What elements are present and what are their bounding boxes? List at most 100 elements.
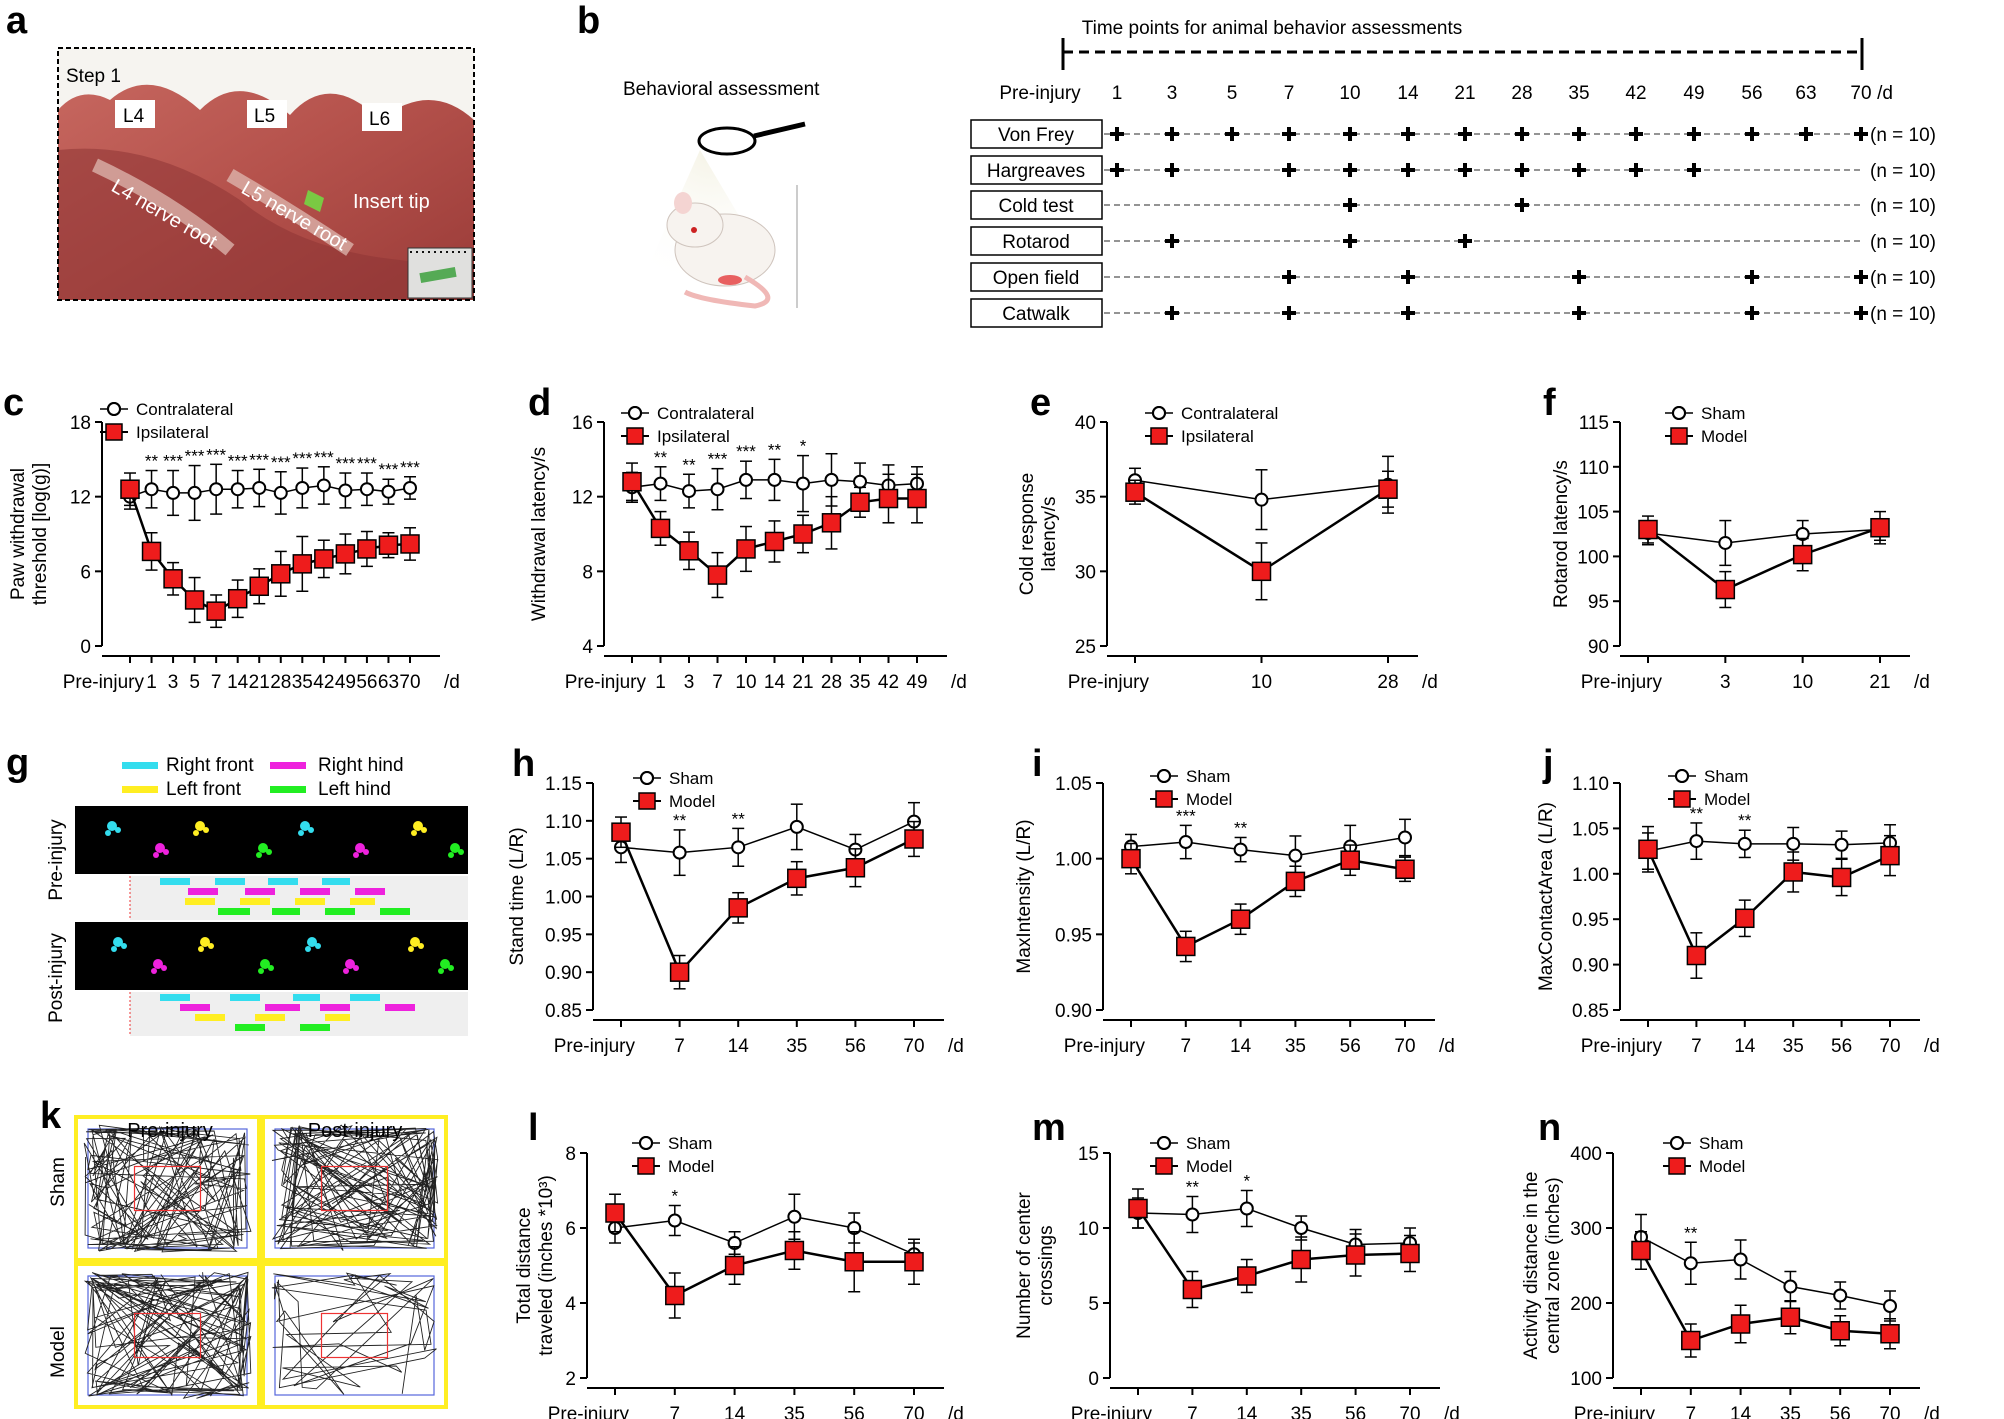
x-tick-label: 7	[211, 672, 222, 693]
openfield-col-label-post: Post-injury	[308, 1120, 402, 1142]
vertebra-label-l5: L5	[254, 106, 275, 127]
data-point-square	[1125, 482, 1145, 502]
legend-label-model: Model	[1186, 790, 1232, 809]
significance-stars: **	[145, 452, 159, 471]
x-tick-label: 7	[674, 1036, 685, 1057]
l5-box	[247, 100, 287, 128]
data-point-square	[878, 488, 899, 509]
significance-stars: **	[1684, 1223, 1698, 1242]
test-name: Von Frey	[998, 125, 1075, 146]
chart-h: h 0.85 0.90 0.95 1.00 1.05 1.10 1.15 Pre-injury 7…	[507, 743, 964, 1057]
significance-stars: **	[1234, 818, 1248, 837]
test-box	[970, 190, 1103, 220]
data-point-circle	[1834, 837, 1849, 852]
x-tick-label: 21	[792, 672, 813, 693]
legend-label-model: Ipsilateral	[1181, 427, 1254, 446]
paw-print	[113, 937, 123, 947]
test-mark-plus	[1629, 127, 1643, 141]
test-mark-plus	[1629, 163, 1643, 177]
data-point-square	[1730, 1314, 1751, 1334]
paw-print	[111, 946, 117, 952]
paw-print	[363, 849, 369, 855]
test-mark-plus	[1572, 163, 1586, 177]
data-point-circle	[359, 482, 374, 497]
chart-i: i 0.90 0.95 1.00 1.05 Pre-injury 7 14 35 56 70/d Ma…	[1014, 743, 1455, 1057]
data-point-circle	[1689, 834, 1704, 849]
significance-stars: ***	[271, 453, 291, 472]
data-point-square	[1121, 848, 1141, 869]
paw-print	[121, 943, 127, 949]
paw-print	[153, 959, 163, 969]
vertebra-label-l6: L6	[369, 109, 390, 130]
data-point-square	[611, 822, 631, 842]
paw-print	[315, 943, 321, 949]
behavior-label: Behavioral assessment	[623, 79, 820, 100]
data-point-circle	[1737, 836, 1752, 851]
panel-letter-d: d	[528, 382, 551, 424]
x-unit-label: /d	[444, 672, 460, 693]
x-tick-label: 1	[146, 672, 157, 693]
legend-marker-control-top	[1672, 406, 1686, 420]
legend-label-control: Contralateral	[657, 404, 754, 423]
y-tick-label: 0.85	[1572, 1001, 1609, 1022]
paw-print	[266, 849, 272, 855]
y-tick-label: 1.10	[545, 812, 582, 833]
paw-print	[195, 821, 205, 831]
y-tick-label: 1.10	[1572, 774, 1609, 795]
legend-marker-model	[105, 423, 123, 441]
x-tick-label: 35	[849, 672, 870, 693]
test-mark-plus	[1343, 198, 1357, 212]
data-point-square	[1686, 945, 1707, 966]
test-mark-plus	[1515, 198, 1529, 212]
x-tick-label: 14	[1230, 1036, 1252, 1057]
panel-letter-c: c	[3, 382, 24, 424]
legend-label-control: Contralateral	[1181, 404, 1278, 423]
y-tick-label: 8	[582, 562, 593, 583]
data-point-circle	[1398, 830, 1412, 845]
x-tick-label: 56	[1340, 1036, 1361, 1057]
gait-bar	[350, 994, 380, 1001]
data-point-circle	[252, 480, 267, 495]
paw-print	[256, 852, 262, 858]
x-tick-label: Pre-injury	[1574, 1404, 1656, 1419]
paw-print	[300, 821, 310, 831]
l4-root-shape	[92, 158, 235, 256]
y-axis-label: Rotarod latency/s	[1551, 460, 1572, 608]
gait-bar	[355, 888, 385, 895]
data-point-square	[669, 962, 690, 982]
panel-g: g Right front Right hind Left front Left…	[6, 742, 468, 1036]
series-line	[1647, 526, 1881, 592]
gait-bar	[265, 1004, 300, 1011]
data-point-square	[845, 857, 866, 878]
test-mark-plus	[1401, 163, 1415, 177]
data-point-square	[1400, 1243, 1420, 1264]
openfield-center-zone	[320, 1165, 389, 1212]
data-point-circle	[824, 472, 839, 487]
series-line	[1129, 858, 1406, 949]
test-name: Hargreaves	[987, 161, 1085, 182]
series-model	[1128, 1188, 1420, 1309]
test-mark-plus	[1401, 127, 1415, 141]
series-line	[1137, 1207, 1411, 1246]
photo-muscle	[58, 148, 474, 300]
timeline-title: Time points for animal behavior assessme…	[1082, 18, 1463, 39]
openfield-center-zone	[320, 1312, 389, 1359]
legend-label-control: Sham	[1704, 767, 1748, 786]
paw-print	[440, 959, 450, 969]
test-mark-plus	[1515, 127, 1529, 141]
legend-marker-model	[1670, 427, 1688, 445]
x-tick-label: 7	[670, 1404, 681, 1419]
test-box	[970, 262, 1103, 292]
series-line	[1136, 1207, 1411, 1291]
x-tick-label: Pre-injury	[1068, 672, 1150, 693]
openfield-col-label-pre: Pre-injury	[127, 1120, 213, 1142]
x-unit-label: /d	[951, 672, 967, 693]
x-unit-label: /d	[1439, 1036, 1455, 1057]
chart-d: d 4 8 12 16 Pre-injury 1 3 7 10 14 21 28 35 42 49/d With…	[528, 382, 967, 693]
legend-label-model: Ipsilateral	[657, 427, 730, 446]
inset-tip	[419, 266, 457, 284]
x-tick-label: Pre-injury	[548, 1404, 630, 1419]
paw-print	[408, 946, 414, 952]
paw-print	[307, 937, 317, 947]
